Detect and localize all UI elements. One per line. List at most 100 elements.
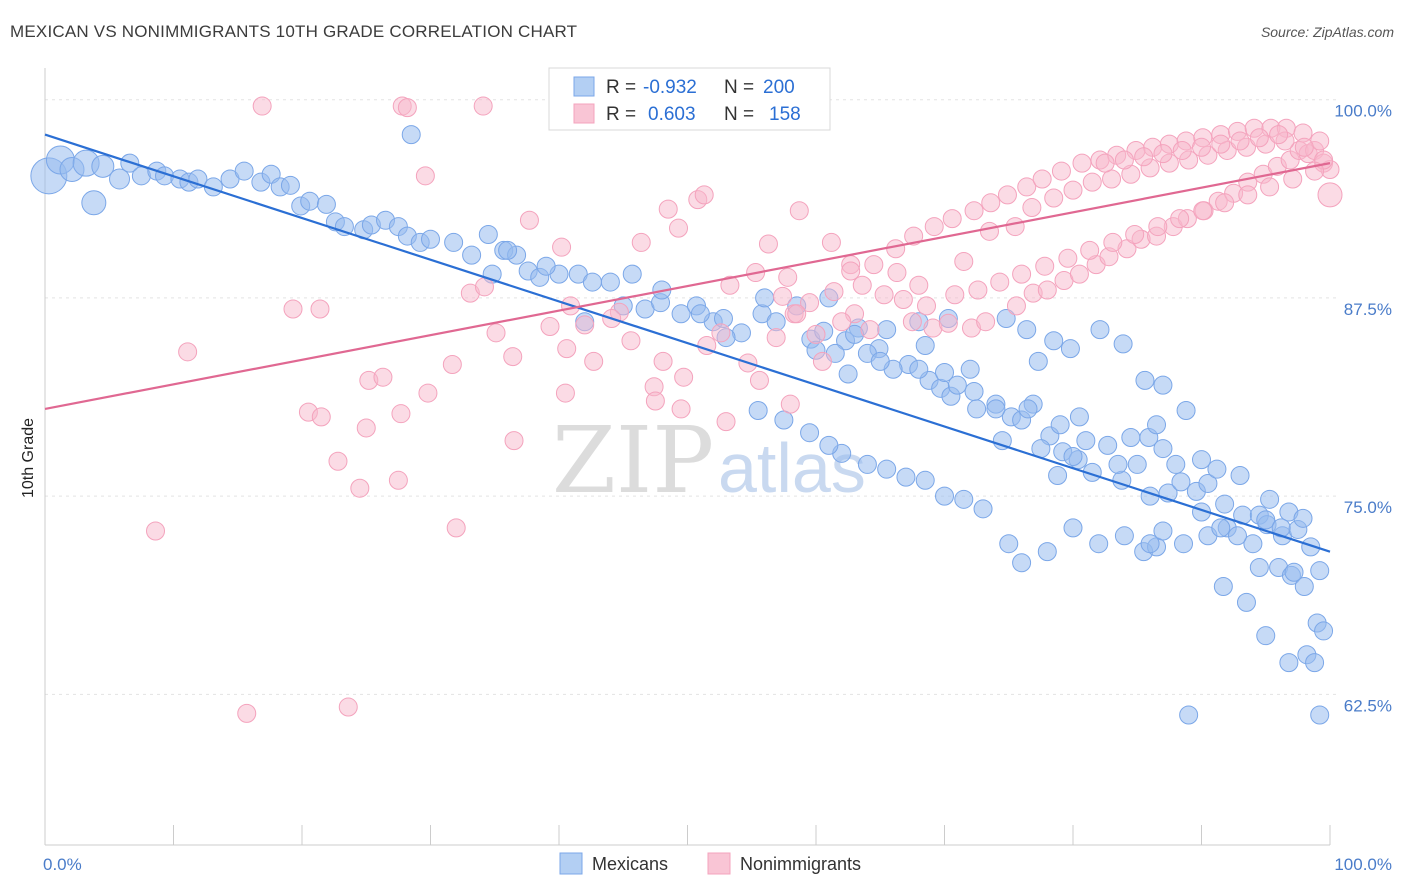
nonimmigrants-point-84 bbox=[800, 293, 820, 313]
nonimmigrants-point-154 bbox=[945, 285, 965, 305]
nonimmigrants-point-131 bbox=[1005, 217, 1025, 237]
nonimmigrants-point-152 bbox=[893, 290, 913, 310]
nonimmigrants-point-59 bbox=[373, 367, 393, 387]
mexicans-point-100 bbox=[909, 359, 929, 379]
mexicans-point-102 bbox=[986, 399, 1006, 419]
mexicans-point-105 bbox=[1069, 407, 1089, 427]
mexicans-point-178 bbox=[1037, 542, 1057, 562]
mexicans-point-42 bbox=[582, 272, 602, 292]
series-mexicans-points bbox=[30, 125, 1334, 725]
nonimmigrants-point-77 bbox=[674, 367, 694, 387]
mexicans-trend-line bbox=[44, 133, 1331, 553]
nonimmigrants-point-57 bbox=[178, 342, 198, 362]
watermark: ZIP atlas bbox=[552, 407, 866, 514]
mexicans-point-129 bbox=[1048, 466, 1068, 486]
nonimmigrants-point-92 bbox=[964, 201, 984, 221]
mexicans-point-96 bbox=[755, 288, 775, 308]
mexicans-point-77 bbox=[1171, 472, 1191, 492]
legend-n-value-b: 158 bbox=[769, 104, 801, 125]
mexicans-point-192 bbox=[748, 401, 768, 421]
mexicans-point-74 bbox=[1127, 454, 1147, 474]
nonimmigrants-point-81 bbox=[749, 370, 769, 390]
nonimmigrants-point-175 bbox=[1211, 134, 1231, 154]
mexicans-point-86 bbox=[1301, 537, 1321, 557]
mexicans-point-134 bbox=[1153, 439, 1173, 459]
mexicans-point-119 bbox=[838, 364, 858, 384]
mexicans-point-152 bbox=[1230, 466, 1250, 486]
mexicans-point-187 bbox=[857, 454, 877, 474]
mexicans-point-89 bbox=[498, 240, 518, 260]
trend-lines bbox=[44, 133, 1331, 553]
legend-n-value-a: 200 bbox=[763, 77, 795, 98]
mexicans-point-183 bbox=[935, 486, 954, 506]
mexicans-point-23 bbox=[316, 194, 336, 214]
mexicans-point-143 bbox=[1028, 351, 1048, 371]
nonimmigrants-point-90 bbox=[924, 217, 944, 237]
nonimmigrants-point-149 bbox=[806, 324, 826, 344]
nonimmigrants-point-179 bbox=[1134, 147, 1154, 167]
mexicans-point-20 bbox=[280, 175, 300, 195]
nonimmigrants-point-12 bbox=[669, 218, 689, 238]
legend-r-label-a: R = bbox=[606, 77, 636, 98]
mexicans-point-114 bbox=[1294, 577, 1314, 597]
nonimmigrants-point-18 bbox=[778, 267, 798, 287]
mexicans-point-142 bbox=[1044, 331, 1064, 351]
mexicans-point-140 bbox=[996, 309, 1016, 329]
mexicans-point-174 bbox=[1140, 534, 1160, 554]
mexicans-point-108 bbox=[1166, 454, 1186, 474]
y-tick-label-1: 75.0% bbox=[1344, 498, 1392, 517]
mexicans-point-186 bbox=[877, 459, 897, 479]
bottom-legend-swatch-nonimmigrants bbox=[707, 852, 731, 875]
nonimmigrants-point-165 bbox=[1193, 201, 1213, 221]
mexicans-point-162 bbox=[1305, 653, 1325, 673]
mexicans-point-175 bbox=[1114, 526, 1134, 546]
nonimmigrants-point-174 bbox=[1230, 131, 1250, 151]
nonimmigrants-point-4 bbox=[415, 166, 435, 186]
mexicans-point-133 bbox=[1147, 415, 1167, 435]
mexicans-point-34 bbox=[462, 245, 482, 265]
nonimmigrants-point-158 bbox=[1035, 256, 1055, 276]
nonimmigrants-point-63 bbox=[391, 404, 411, 424]
legend-r-value-a: -0.932 bbox=[643, 77, 697, 98]
mexicans-point-176 bbox=[1089, 534, 1109, 554]
nonimmigrants-point-85 bbox=[824, 282, 844, 302]
mexicans-point-157 bbox=[1179, 705, 1199, 725]
mexicans-point-151 bbox=[1207, 459, 1227, 479]
stats-legend-box bbox=[548, 67, 831, 131]
mexicans-point-145 bbox=[1090, 320, 1110, 340]
nonimmigrants-point-167 bbox=[1238, 185, 1258, 205]
nonimmigrants-point-30 bbox=[976, 312, 996, 332]
nonimmigrants-point-157 bbox=[1012, 264, 1032, 284]
nonimmigrants-point-88 bbox=[886, 239, 906, 259]
nonimmigrants-point-93 bbox=[981, 193, 1001, 213]
nonimmigrants-point-15 bbox=[720, 275, 740, 295]
mexicans-point-123 bbox=[935, 362, 954, 382]
mexicans-point-53 bbox=[766, 312, 786, 332]
nonimmigrants-point-21 bbox=[821, 232, 841, 252]
nonimmigrants-point-23 bbox=[852, 275, 872, 295]
nonimmigrants-point-129 bbox=[954, 251, 974, 271]
mexicans-point-94 bbox=[690, 304, 710, 324]
nonimmigrants-point-97 bbox=[1051, 161, 1071, 181]
mexicans-point-90 bbox=[536, 256, 556, 276]
mexicans-point-163 bbox=[1236, 592, 1256, 612]
y-tick-label-3: 100.0% bbox=[1334, 102, 1392, 121]
nonimmigrants-point-33 bbox=[1037, 280, 1057, 300]
nonimmigrants-point-14 bbox=[694, 185, 714, 205]
nonimmigrants-point-8 bbox=[575, 315, 595, 335]
mexicans-point-22 bbox=[300, 191, 320, 211]
nonimmigrants-point-146 bbox=[1294, 137, 1314, 157]
mexicans-point-179 bbox=[1012, 553, 1032, 573]
nonimmigrants-point-55 bbox=[283, 299, 303, 319]
mexicans-point-166 bbox=[1284, 562, 1304, 582]
mexicans-point-64 bbox=[964, 381, 984, 401]
series-legend: Mexicans Nonimmigrants bbox=[559, 852, 861, 875]
x-tick-label-0: 0.0% bbox=[43, 855, 82, 874]
nonimmigrants-point-150 bbox=[832, 312, 852, 332]
nonimmigrants-point-68 bbox=[486, 323, 506, 343]
nonimmigrants-point-124 bbox=[716, 412, 736, 432]
mexicans-point-191 bbox=[774, 410, 794, 430]
nonimmigrants-point-87 bbox=[864, 255, 884, 275]
legend-n-label-a: N = bbox=[724, 77, 754, 98]
nonimmigrants-point-163 bbox=[1148, 217, 1168, 237]
